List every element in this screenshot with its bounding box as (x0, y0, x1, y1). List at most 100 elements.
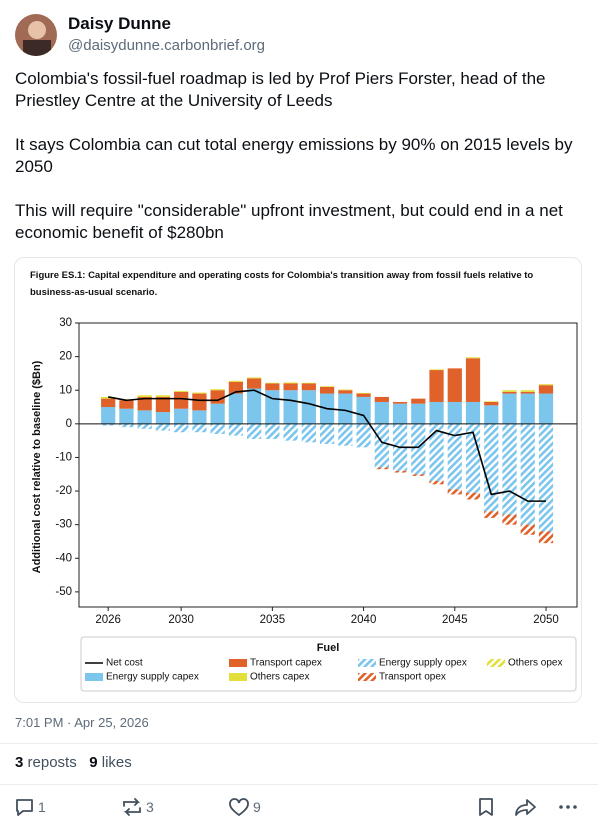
bar (210, 389, 225, 391)
paragraph: This will require "considerable" upfront… (15, 201, 563, 242)
y-tick-label: -10 (55, 451, 72, 463)
plot-frame (78, 322, 578, 608)
bar (301, 423, 316, 443)
bar (538, 384, 554, 386)
bar (538, 531, 554, 544)
avatar[interactable] (15, 14, 57, 56)
like-label[interactable]: likes (101, 754, 132, 771)
bar (265, 390, 280, 424)
bar (538, 393, 554, 424)
bar (484, 405, 499, 424)
bar (119, 400, 134, 409)
legend-swatch (358, 659, 376, 667)
y-tick-label: -30 (55, 519, 72, 531)
bar (265, 382, 280, 384)
bar (411, 423, 426, 475)
bar (283, 382, 298, 384)
bar (155, 412, 171, 424)
bar (484, 511, 499, 518)
author-name[interactable]: Daisy Dunne (68, 14, 171, 33)
bar (301, 390, 316, 424)
legend-swatch (487, 659, 505, 667)
y-tick-label: -50 (55, 586, 72, 598)
like-icon[interactable] (228, 797, 250, 817)
bar (392, 403, 408, 424)
bar (447, 368, 462, 402)
legend-swatch (358, 673, 376, 681)
net-cost-line (108, 389, 546, 502)
bar (192, 393, 207, 411)
bar (174, 390, 189, 392)
bar (374, 396, 389, 402)
bar (247, 423, 262, 439)
bar (319, 386, 335, 387)
bar (174, 423, 189, 433)
bar (137, 423, 152, 429)
bar (174, 408, 189, 424)
chart-card[interactable]: 30 20 10 0 -10 -20 -30 -40 -50 2026 2030 2035 2040 20… (14, 257, 582, 703)
bar (338, 393, 353, 424)
chart-title: Figure ES.1: Capital expenditure and ope… (30, 270, 534, 298)
bar (192, 423, 207, 433)
bar (484, 401, 499, 406)
reply-icon[interactable] (14, 797, 36, 817)
bar (429, 480, 444, 485)
post-text: Colombia's fossil-fuel roadmap is led by… (15, 68, 587, 266)
paragraph: It says Colombia can cut total energy em… (15, 135, 573, 176)
bar (247, 378, 262, 389)
x-tick-label: 2040 (351, 614, 377, 626)
repost-label[interactable]: reposts (27, 754, 77, 771)
bar (520, 524, 535, 535)
share-icon[interactable] (514, 797, 538, 817)
bar (283, 390, 298, 424)
bar (210, 403, 225, 424)
bar (520, 423, 535, 525)
y-tick-label: 30 (59, 317, 72, 329)
bar (155, 396, 171, 413)
bar (520, 390, 535, 392)
repost-icon[interactable] (120, 797, 144, 817)
bar (374, 401, 389, 424)
bar (247, 388, 262, 424)
like-count[interactable]: 9 (253, 799, 261, 815)
legend-swatch (229, 673, 247, 681)
divider (0, 743, 598, 744)
bar (465, 358, 481, 402)
bar (338, 390, 353, 394)
repost-count[interactable]: 3 (146, 799, 154, 815)
bar (283, 423, 298, 441)
y-tick-label: 0 (66, 418, 72, 430)
more-icon[interactable] (558, 799, 578, 815)
bar (192, 392, 207, 394)
bookmark-icon[interactable] (477, 797, 495, 817)
bar (210, 390, 225, 404)
bar (356, 393, 371, 397)
bar (119, 408, 134, 424)
bar (101, 423, 116, 426)
reply-count[interactable]: 1 (38, 799, 46, 815)
bar (228, 423, 243, 436)
plot-background (79, 323, 577, 607)
bar (484, 423, 499, 512)
y-tick-label: 10 (59, 384, 72, 396)
bar (356, 423, 371, 448)
legend-label: Others capex (250, 672, 309, 683)
legend-label: Energy supply capex (106, 672, 199, 683)
bar (484, 401, 499, 402)
bar (429, 370, 444, 402)
repost-count[interactable]: 3 (15, 754, 24, 771)
bar (374, 467, 389, 470)
bar (411, 398, 426, 404)
x-tick-label: 2026 (95, 614, 121, 626)
author-handle[interactable]: @daisydunne.carbonbrief.org (68, 37, 266, 54)
like-count[interactable]: 9 (89, 754, 98, 771)
legend-label: Energy supply opex (379, 658, 467, 669)
bar (301, 382, 316, 384)
bar (137, 395, 152, 397)
paragraph: Colombia's fossil-fuel roadmap is led by… (15, 69, 546, 110)
x-tick-label: 2045 (442, 614, 468, 626)
bar (502, 391, 517, 394)
bar (502, 393, 517, 424)
bar (538, 423, 554, 532)
